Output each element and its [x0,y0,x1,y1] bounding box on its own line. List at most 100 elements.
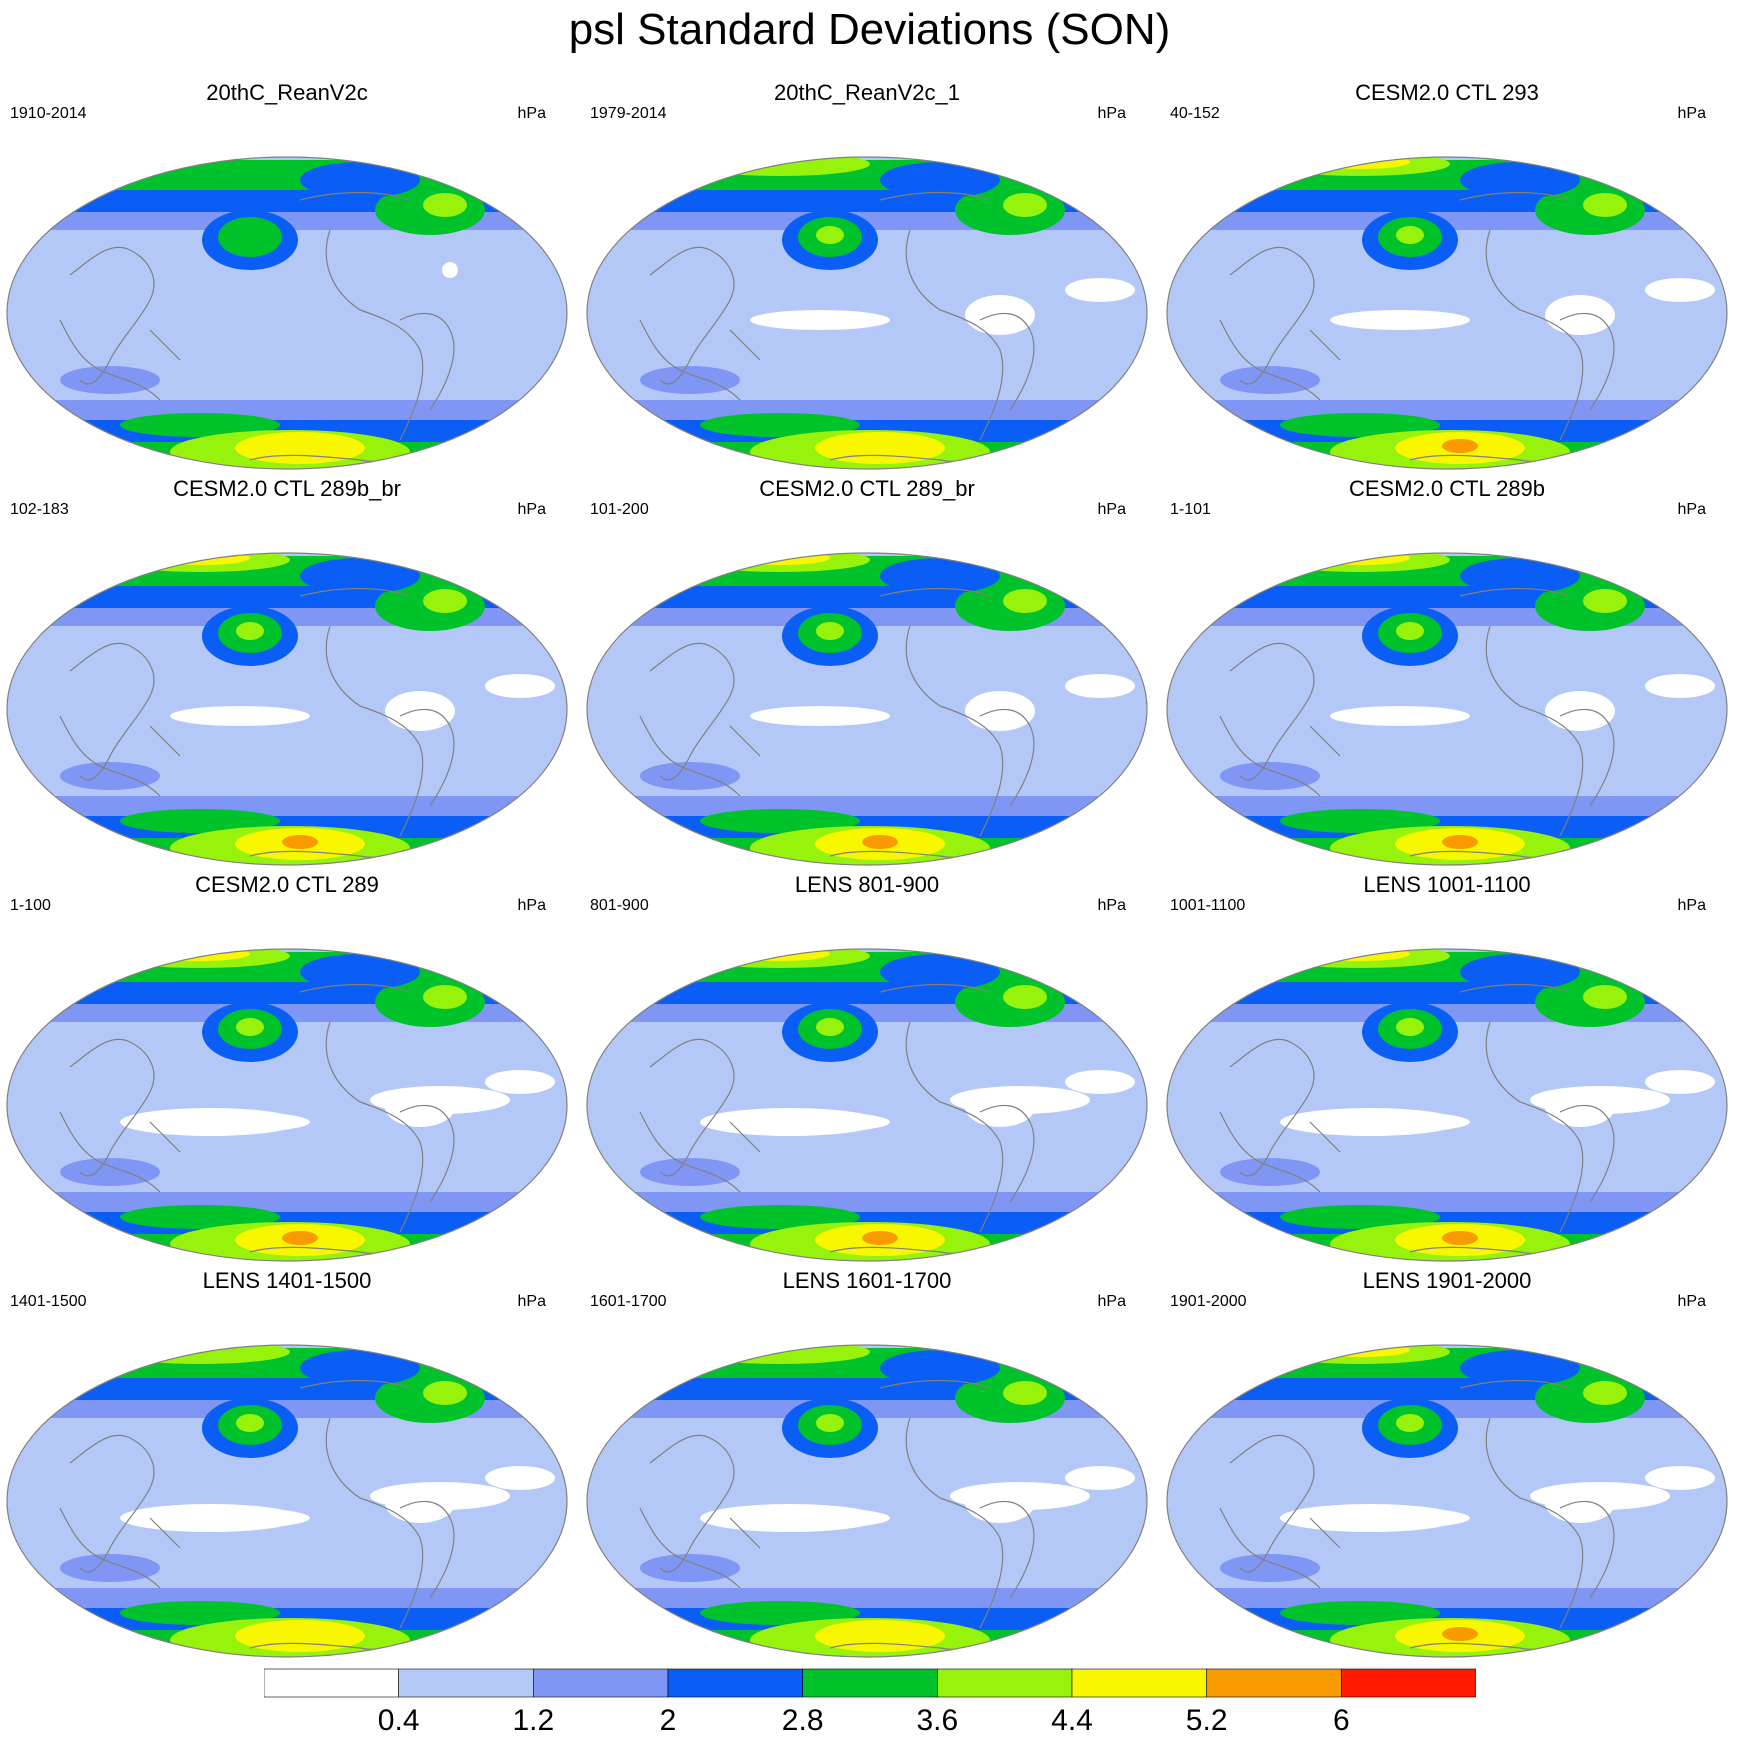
io-patch-2 [1220,1158,1320,1186]
panel-period-label: 1-101 [1170,501,1211,518]
coastline [729,725,761,757]
antarctic-west-44 [30,847,190,865]
robinson-map [1166,156,1728,470]
coastline [325,1021,424,1233]
robinson-map [6,948,568,1262]
south-lobe-36 [700,809,860,833]
coastline [149,725,181,757]
arctic-28 [880,162,1000,198]
coastline [639,319,741,401]
antarctic-6 [1442,1627,1478,1641]
legend-swatch [1071,1668,1207,1698]
coastline [729,1121,761,1153]
tropical-white-5 [950,1086,1090,1114]
map-outline [6,948,568,1262]
tropical-white-3 [485,674,555,698]
coastline [639,1507,741,1589]
coastline [1459,1379,1571,1389]
arctic-high-52 [1310,157,1410,169]
figure-title: psl Standard Deviations (SON) [568,5,1171,54]
map-panel: CESM2.0 CTL 289_br 101-200 hPa [580,476,1154,872]
coastline [399,1500,455,1599]
coastline [59,1507,161,1589]
panel-period-label: 1601-1700 [590,1293,667,1310]
tropical-white-1 [750,310,890,330]
io-patch-2 [640,762,740,790]
panel-units-label: hPa [1097,105,1126,122]
map-panel: LENS 1001-1100 1001-1100 hPa [1160,872,1734,1268]
tropical-white-3 [485,1070,555,1094]
coastline [1459,587,1571,597]
panel-title: LENS 1901-2000 [1362,1268,1532,1293]
map-panel: CESM2.0 CTL 289 1-100 hPa [0,872,574,1268]
arctic-28 [1460,558,1580,594]
arctic-high-52 [150,553,250,565]
io-patch-2 [60,1158,160,1186]
arctic-28 [300,558,420,594]
robinson-map [1166,552,1728,866]
antarctic-6 [1442,835,1478,849]
coastline [1485,625,1584,837]
coastline [1309,725,1341,757]
south-lobe-36 [1280,1205,1440,1229]
antarctic-52 [815,1620,945,1652]
antarctic-6 [282,835,318,849]
tropical-white-5 [370,1086,510,1114]
tropical-white-3 [1645,674,1715,698]
coastline [399,1104,455,1203]
coastline [1559,708,1615,807]
antarctic-west-44 [610,1243,770,1261]
natlantic-44 [423,1381,467,1405]
map-outline [586,1344,1148,1658]
coastline [905,625,1004,837]
arctic-high-52 [150,949,250,961]
arctic-high-44 [1270,553,1450,572]
map-panel: CESM2.0 CTL 293 40-152 hPa [1160,80,1734,476]
coastline [399,312,455,411]
coastline [59,715,161,797]
coastline [879,983,991,993]
arctic-28 [880,558,1000,594]
panel-title: LENS 1001-1100 [1363,872,1531,897]
arctic-high-44 [690,157,870,176]
tropical-white-2 [1545,295,1615,335]
legend-level-label: 4.4 [1051,1704,1093,1737]
tropical-white-1 [1330,706,1470,726]
antarctic-west-44 [1190,451,1350,469]
robinson-map [586,948,1148,1262]
arctic-high-52 [1310,553,1410,565]
panel-units-label: hPa [1097,501,1126,518]
arctic-28 [880,954,1000,990]
coastline [299,191,411,201]
antarctic-west-44 [30,1243,190,1261]
panel-title: CESM2.0 CTL 289b_br [173,476,401,501]
south-lobe-36 [1280,809,1440,833]
aleutian-44 [816,1018,844,1036]
aleutian-44 [236,1414,264,1432]
panel-units-label: hPa [1677,105,1706,122]
legend-swatch [533,1668,669,1698]
coastline [149,1121,181,1153]
coastline [1309,1121,1341,1153]
coastline [1559,1104,1615,1203]
legend-swatch [263,1668,399,1698]
map-outline [6,156,568,470]
panel-period-label: 1401-1500 [10,1293,87,1310]
io-patch-2 [60,1554,160,1582]
antarctic-west-44 [1190,847,1350,865]
panel-units-label: hPa [517,1293,546,1310]
legend-level-label: 0.4 [377,1704,420,1737]
natlantic-44 [1003,1381,1047,1405]
arctic-high-44 [690,1345,870,1364]
map-outline [1166,552,1728,866]
tropical-white-4 [700,1108,880,1136]
natlantic-44 [1003,985,1047,1009]
legend-level-label: 1.2 [512,1704,555,1737]
coastline [1219,1507,1321,1589]
panel-units-label: hPa [517,501,546,518]
legend-swatch [1206,1668,1342,1698]
south-lobe-36 [120,1601,280,1625]
coastline [399,708,455,807]
coastline [979,312,1035,411]
panel-period-label: 1901-2000 [1170,1293,1247,1310]
